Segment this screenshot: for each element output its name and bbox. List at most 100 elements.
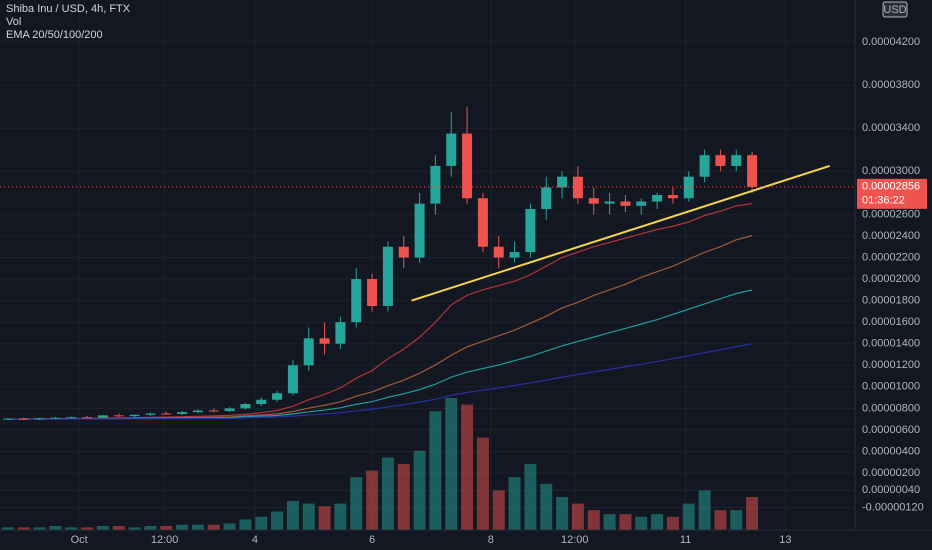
y-tick-label: 0.00000200 <box>862 467 920 479</box>
candle-body <box>588 198 599 204</box>
volume-bar <box>17 527 30 530</box>
last-price-label: 0.00002856 <box>862 181 920 193</box>
volume-bar <box>540 483 553 530</box>
candle-body <box>208 410 219 412</box>
volume-bar <box>286 500 299 530</box>
volume-bar <box>334 503 347 530</box>
y-tick-label: 0.00002200 <box>862 251 920 263</box>
volume-bar <box>619 514 632 530</box>
volume-bar <box>508 477 521 530</box>
volume-bar <box>255 516 268 530</box>
y-tick-label: 0.00003000 <box>862 165 920 177</box>
currency-badge[interactable] <box>882 1 908 18</box>
y-tick-label: 0.00002600 <box>862 208 920 220</box>
candle-body <box>66 417 77 419</box>
indicator-label[interactable]: EMA 20/50/100/200 <box>6 29 103 41</box>
volume-bar <box>698 490 711 530</box>
candle-body <box>382 246 393 306</box>
candle-body <box>177 412 188 414</box>
candle-body <box>145 413 156 415</box>
volume-bar <box>1 527 14 530</box>
volume-bar <box>366 470 379 530</box>
volume-bar <box>714 510 727 530</box>
candle-body <box>34 418 45 420</box>
volume-bar <box>33 527 46 530</box>
candle-body <box>620 201 631 206</box>
countdown-label: 01:36:22 <box>862 195 905 207</box>
candle-body <box>699 155 710 177</box>
candle-body <box>256 399 267 405</box>
candle-body <box>731 155 742 166</box>
candle-body <box>636 201 647 206</box>
y-tick-label: 0.00001200 <box>862 359 920 371</box>
candle-body <box>240 404 251 409</box>
candle-body <box>509 252 520 258</box>
volume-bar <box>49 526 62 530</box>
volume-bar <box>65 527 78 530</box>
volume-bar <box>128 527 141 530</box>
candle-body <box>493 246 504 258</box>
volume-bar <box>96 526 109 530</box>
volume-bar <box>651 514 664 530</box>
x-tick-label: 12:00 <box>561 534 589 546</box>
candle-body <box>747 155 758 187</box>
candle-body <box>446 133 457 166</box>
volume-bar <box>571 503 584 530</box>
candle-body <box>667 195 678 199</box>
y-tick-label: 0.00001400 <box>862 338 920 350</box>
candle-body <box>462 133 473 199</box>
candle-body <box>541 187 552 210</box>
y-tick-label: 0.00002400 <box>862 230 920 242</box>
x-tick-label: 4 <box>252 534 258 546</box>
symbol-title: Shiba Inu / USD, 4h, FTX <box>6 3 131 15</box>
candle-body <box>572 176 583 199</box>
volume-bar <box>666 516 679 530</box>
y-tick-label: 0.00004200 <box>862 36 920 48</box>
candle-body <box>82 417 93 419</box>
candle-body <box>161 413 172 415</box>
indicator-label[interactable]: Vol <box>6 16 21 28</box>
candle-body <box>367 279 378 306</box>
volume-bar <box>461 404 474 530</box>
y-tick-label: 0.00003800 <box>862 79 920 91</box>
volume-bar <box>413 450 426 530</box>
x-tick-label: 11 <box>680 534 691 546</box>
candle-body <box>414 203 425 258</box>
candle-body <box>272 393 283 400</box>
volume-bar <box>81 527 94 530</box>
currency-label[interactable]: USD <box>883 4 906 16</box>
volume-bar <box>160 526 173 530</box>
candle-body <box>398 246 409 258</box>
x-tick-label: Oct <box>71 534 88 546</box>
candle-body <box>97 415 108 418</box>
candle-body <box>2 418 13 420</box>
x-tick-label: 12:00 <box>151 534 179 546</box>
y-tick-label: 0.00003400 <box>862 122 920 134</box>
last-price-badge <box>857 178 927 209</box>
candle-body <box>525 209 536 253</box>
volume-bar <box>112 526 125 530</box>
volume-bar <box>556 497 569 530</box>
x-tick-label: 8 <box>488 534 494 546</box>
candle-body <box>192 410 203 413</box>
volume-bar <box>746 497 759 530</box>
volume-bar <box>587 510 600 530</box>
y-tick-label: 0.00000800 <box>862 402 920 414</box>
volume-bar <box>524 464 537 530</box>
trend-line <box>411 164 830 302</box>
candle-body <box>683 176 694 199</box>
candle-body <box>715 155 726 166</box>
candle-body <box>351 279 362 323</box>
y-tick-label: 0.00000400 <box>862 445 920 457</box>
ema-line <box>7 343 753 420</box>
candle-body <box>652 195 663 202</box>
y-tick-label: 0.00001600 <box>862 316 920 328</box>
volume-bar <box>318 506 331 530</box>
candle-body <box>303 338 314 366</box>
volume-bar <box>350 477 363 530</box>
volume-bar <box>239 519 252 530</box>
y-tick-label: 0.00001800 <box>862 295 920 307</box>
volume-bar <box>429 411 442 530</box>
candle-body <box>287 365 298 394</box>
